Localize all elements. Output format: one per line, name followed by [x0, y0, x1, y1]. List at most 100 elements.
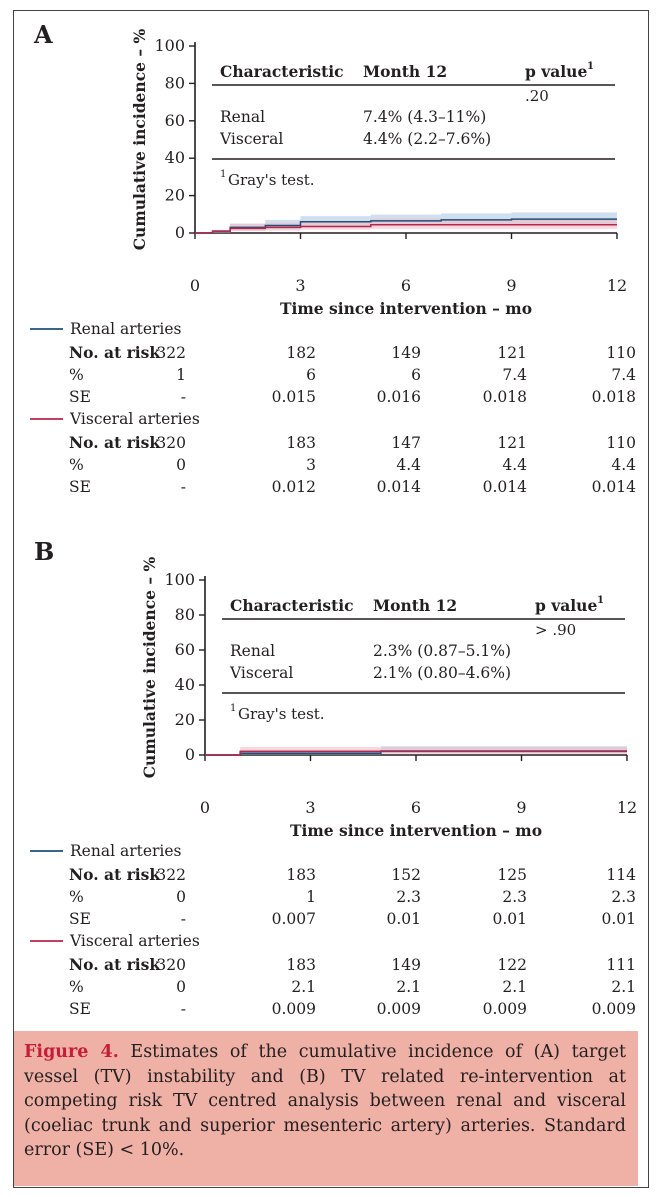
risk-cell: 114: [606, 866, 636, 884]
table-row-label: Visceral: [229, 664, 293, 682]
table-row-value: 4.4% (2.2–7.6%): [363, 130, 491, 148]
risk-cell: 2.1: [611, 978, 636, 996]
caption-text: Estimates of the cumulative incidence of…: [24, 1042, 627, 1160]
caption-title: Figure 4.: [24, 1042, 119, 1062]
risk-cell: 0.014: [483, 478, 528, 496]
risk-cell: 183: [286, 956, 316, 974]
risk-cell: 0: [176, 888, 186, 906]
risk-cell: 121: [497, 344, 527, 362]
table-header-footnote-mark: 1: [587, 61, 594, 72]
x-tick-label: 0: [200, 798, 210, 817]
x-tick-label: 3: [305, 798, 315, 817]
risk-cell: 183: [286, 434, 316, 452]
legend-label-renal: Renal arteries: [70, 842, 182, 860]
risk-cell: 4.4: [396, 456, 421, 474]
risk-row-label: No. at risk: [69, 865, 160, 884]
risk-cell: 182: [286, 344, 316, 362]
risk-cell: 2.1: [291, 978, 316, 996]
risk-cell: 2.1: [502, 978, 527, 996]
table-header-characteristic: Characteristic: [230, 596, 354, 615]
risk-cell: 0.01: [386, 910, 421, 928]
risk-cell: 0.018: [592, 388, 636, 406]
risk-cell: -: [181, 1000, 186, 1018]
table-row-value: 2.1% (0.80–4.6%): [373, 664, 511, 682]
risk-cell: 110: [606, 434, 636, 452]
y-tick-label: 100: [154, 36, 185, 55]
x-tick-label: 3: [295, 276, 305, 295]
y-tick-label: 0: [175, 223, 185, 242]
risk-row-label: %: [69, 456, 84, 474]
x-tick-label: 9: [516, 798, 526, 817]
risk-cell: 0.009: [377, 1000, 421, 1018]
x-axis-title: Time since intervention – mo: [280, 299, 532, 318]
series-line-visceral: [195, 224, 617, 234]
risk-row-label: %: [69, 978, 84, 996]
y-tick-label: 80: [165, 73, 185, 92]
risk-cell: 7.4: [502, 366, 527, 384]
table-row-value: 7.4% (4.3–11%): [363, 108, 486, 126]
risk-row-label: SE: [69, 388, 91, 406]
x-tick-label: 6: [401, 276, 411, 295]
x-tick-label: 0: [190, 276, 200, 295]
risk-row-label: %: [69, 888, 84, 906]
risk-cell: 1: [306, 888, 316, 906]
risk-row-label: %: [69, 366, 84, 384]
x-tick-label: 12: [607, 276, 627, 295]
risk-row-label: SE: [69, 1000, 91, 1018]
risk-cell: 7.4: [611, 366, 636, 384]
risk-cell: -: [181, 910, 186, 928]
y-axis-title: Cumulative incidence – %: [130, 28, 149, 250]
risk-cell: -: [181, 388, 186, 406]
figure-frame: [13, 10, 649, 1188]
risk-cell: 0.016: [377, 388, 421, 406]
x-tick-label: 9: [506, 276, 516, 295]
risk-cell: 152: [391, 866, 421, 884]
y-tick-label: 80: [175, 605, 195, 624]
risk-cell: 125: [497, 866, 527, 884]
risk-cell: 0.009: [592, 1000, 636, 1018]
risk-row-label: No. at risk: [69, 433, 160, 452]
risk-cell: 2.1: [396, 978, 421, 996]
y-tick-label: 60: [175, 640, 195, 659]
risk-cell: 2.3: [502, 888, 527, 906]
risk-cell: 110: [606, 344, 636, 362]
table-p-value: .20: [525, 87, 549, 105]
legend-label-visceral: Visceral arteries: [69, 932, 200, 950]
panel-letter-b: B: [34, 537, 55, 566]
risk-cell: 0.01: [601, 910, 636, 928]
table-footnote: Gray's test.: [228, 171, 315, 189]
risk-cell: 2.3: [396, 888, 421, 906]
risk-row-label: No. at risk: [69, 955, 160, 974]
risk-cell: 322: [156, 344, 186, 362]
risk-cell: 0: [176, 456, 186, 474]
table-footnote-mark: 1: [230, 703, 236, 714]
risk-cell: 183: [286, 866, 316, 884]
y-tick-label: 40: [175, 675, 195, 694]
risk-cell: 6: [411, 366, 421, 384]
risk-cell: 322: [156, 866, 186, 884]
risk-cell: 0.015: [272, 388, 316, 406]
risk-cell: 320: [156, 434, 186, 452]
legend-label-visceral: Visceral arteries: [69, 410, 200, 428]
risk-cell: 111: [606, 956, 636, 974]
y-tick-label: 60: [165, 111, 185, 130]
y-axis-title: Cumulative incidence – %: [140, 556, 159, 778]
risk-cell: 4.4: [502, 456, 527, 474]
figure-caption: Figure 4. Estimates of the cumulative in…: [14, 1031, 638, 1186]
table-row-label: Renal: [220, 108, 265, 126]
y-tick-label: 20: [165, 186, 185, 205]
table-p-value: > .90: [535, 621, 576, 639]
legend-label-renal: Renal arteries: [70, 320, 182, 338]
risk-cell: 149: [391, 344, 421, 362]
y-tick-label: 0: [185, 745, 195, 764]
risk-cell: 0.009: [483, 1000, 527, 1018]
x-tick-label: 12: [617, 798, 637, 817]
risk-cell: 149: [391, 956, 421, 974]
x-tick-label: 6: [411, 798, 421, 817]
risk-cell: 0.01: [492, 910, 527, 928]
risk-row-label: No. at risk: [69, 343, 160, 362]
risk-cell: 3: [306, 456, 316, 474]
risk-cell: 0.007: [272, 910, 316, 928]
